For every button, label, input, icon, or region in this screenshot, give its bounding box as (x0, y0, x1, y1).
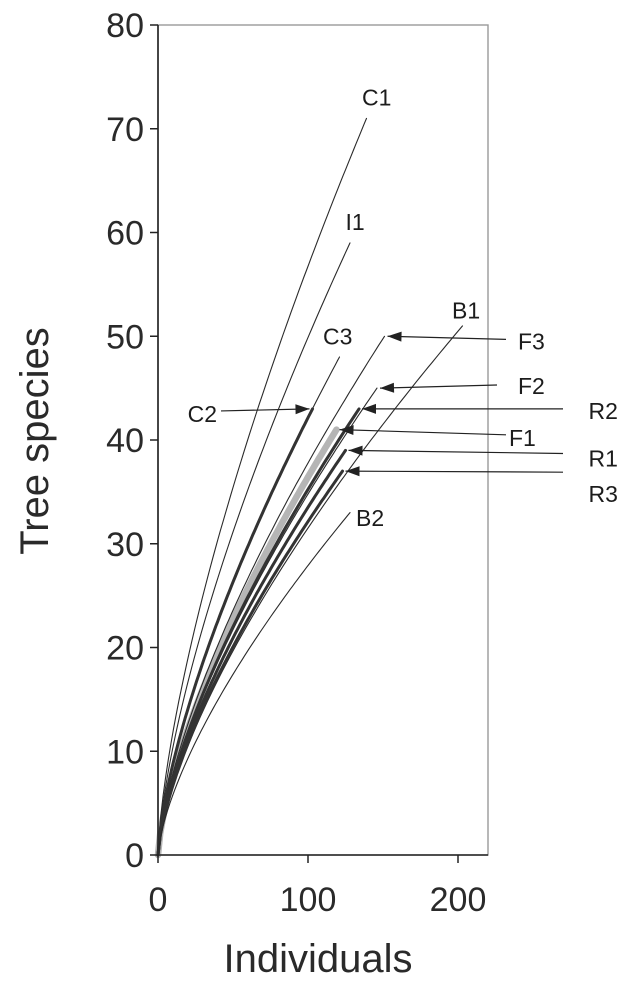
series-label-r2: R2 (589, 398, 618, 424)
arrow-head-r3 (345, 466, 360, 477)
arrow-head-r1 (348, 445, 363, 456)
arrow-head-f3 (387, 331, 402, 342)
y-axis-title: Tree species (13, 327, 57, 555)
y-tick-label: 50 (106, 318, 144, 356)
y-tick-label: 70 (106, 111, 144, 149)
x-tick-label: 200 (430, 881, 487, 919)
series-label-r1: R1 (589, 446, 618, 472)
arrow-line-f3 (387, 335, 507, 340)
y-tick-label: 80 (106, 7, 144, 45)
series-labels: C1 I1 C3 B1 C2 F3 F2 R2 F1 R1 R3 B2 (188, 85, 618, 531)
arrow-line-c2 (220, 408, 310, 412)
y-tick-label: 60 (106, 215, 144, 253)
series-line-r3 (156, 469, 344, 857)
x-axis-title: Individuals (223, 937, 412, 981)
y-tick-label: 40 (106, 422, 144, 460)
x-tick-label: 100 (280, 881, 337, 919)
arrow-head-f2 (380, 382, 395, 393)
x-ticks: 0 100 200 (149, 855, 487, 919)
y-tick-label: 20 (106, 630, 144, 668)
arrow-head-c2 (295, 404, 310, 415)
series-line-f1 (154, 426, 340, 859)
series-label-b2: B2 (356, 505, 384, 531)
y-tick-label: 30 (106, 526, 144, 564)
arrow-head-f1 (339, 425, 354, 436)
x-tick-label: 0 (149, 881, 168, 919)
arrow-line-r1 (348, 449, 564, 455)
label-arrows (220, 331, 564, 477)
series-label-f1: F1 (509, 425, 536, 451)
arrow-head-r2 (362, 403, 376, 414)
series-line-r2 (156, 407, 361, 857)
series-label-f2: F2 (518, 373, 545, 399)
plot-frame (157, 24, 489, 856)
arrow-line-f1 (339, 429, 507, 436)
series-label-c3: C3 (323, 323, 352, 349)
series-line-c2 (156, 407, 314, 857)
y-tick-label: 10 (106, 733, 144, 771)
series-label-r3: R3 (589, 481, 618, 507)
series-label-c1: C1 (362, 85, 391, 111)
series-label-f3: F3 (518, 328, 545, 354)
series-label-i1: I1 (346, 209, 365, 235)
y-tick-label: 0 (125, 837, 144, 875)
series-line-i1 (157, 242, 351, 856)
arrow-line-r3 (345, 470, 564, 473)
series-line-r1 (156, 448, 347, 857)
series-line-c1 (157, 117, 368, 856)
series-label-c2: C2 (188, 401, 217, 427)
series-line-b2 (157, 512, 351, 856)
arrow-line-f2 (379, 384, 498, 389)
y-ticks: 0 10 20 30 40 50 60 70 80 (106, 7, 158, 875)
curves-layer (154, 117, 464, 859)
series-label-b1: B1 (452, 297, 480, 323)
series-line-f3 (157, 335, 386, 856)
